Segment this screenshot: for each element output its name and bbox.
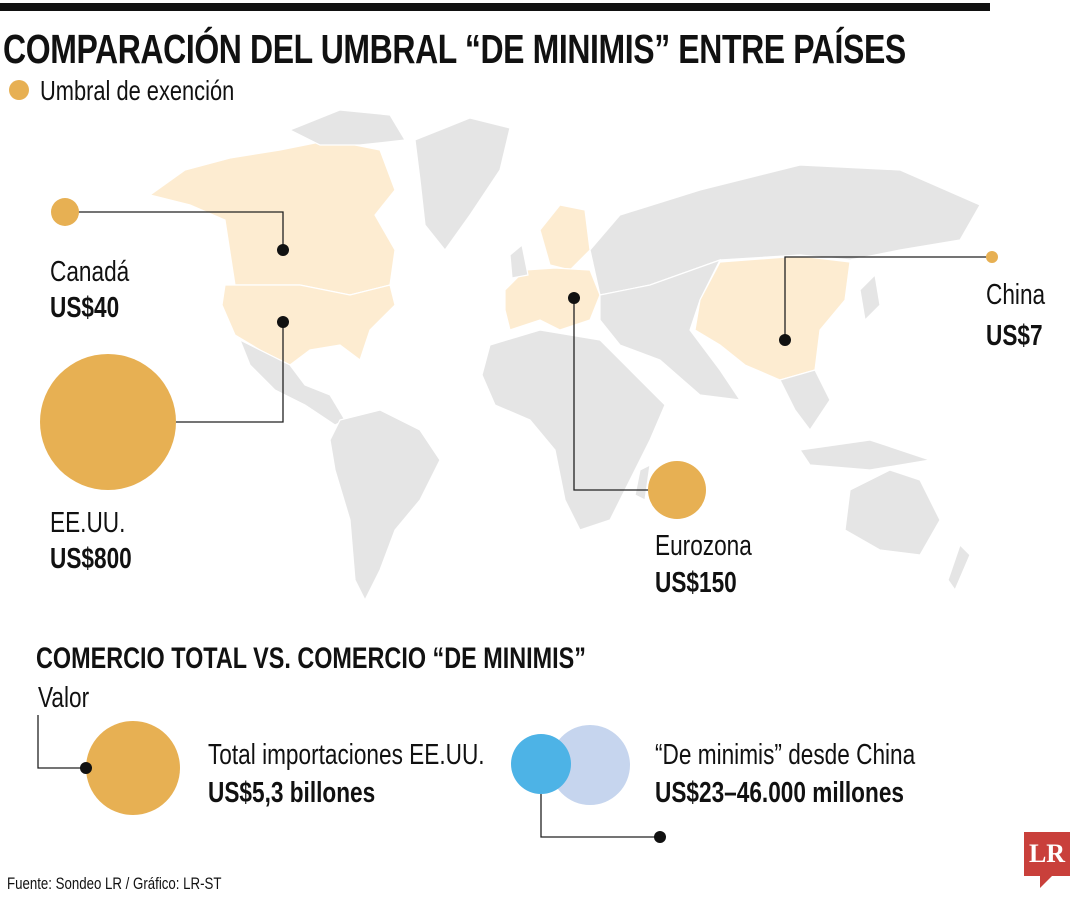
valor-leader (37, 715, 86, 769)
south-america (329, 409, 441, 602)
china-leader (784, 256, 986, 340)
china-label: China (986, 279, 1046, 311)
greenland (414, 117, 511, 251)
canada-marker (277, 244, 289, 256)
valor-marker (80, 762, 92, 774)
source-footer: Fuente: Sondeo LR / Gráfico: LR-ST (7, 874, 222, 893)
china-value: US$7 (986, 320, 1043, 352)
uk (509, 243, 529, 279)
canada (148, 139, 396, 296)
us-imports-label: Total importaciones EE.UU. (208, 739, 485, 771)
de-minimis-low-bubble (511, 734, 571, 794)
japan (859, 273, 881, 322)
lr-logo-tail (1040, 876, 1052, 888)
usa-label: EE.UU. (50, 507, 126, 539)
lr-logo: LR (1024, 832, 1070, 876)
canada-label: Canadá (50, 256, 130, 288)
de-minimis-label: “De minimis” desde China (655, 739, 916, 771)
china-bubble (986, 251, 998, 263)
arctic-islands (288, 109, 406, 146)
legend-label: Umbral de exención (40, 75, 235, 106)
de-minimis-high-bubble (550, 725, 630, 805)
new-zealand (947, 543, 971, 592)
de-minimis-value: US$23–46.000 millones (655, 777, 904, 809)
china-trade-leader (540, 794, 660, 838)
eurozone-marker (568, 292, 580, 304)
indonesia (798, 439, 931, 471)
usa (221, 284, 396, 366)
legend-swatch (9, 80, 29, 100)
usa-leader (176, 322, 284, 423)
canada-value: US$40 (50, 292, 120, 324)
madagascar (634, 463, 651, 501)
top-rule (0, 3, 990, 11)
usa-marker (277, 316, 289, 328)
valor-label: Valor (38, 682, 90, 714)
us-imports-bubble (86, 721, 180, 815)
eurozone-bubble (648, 461, 706, 519)
eurozone-label: Eurozona (655, 530, 752, 562)
eurozone-value: US$150 (655, 567, 737, 599)
scandinavia (539, 204, 591, 271)
usa-bubble (40, 354, 176, 490)
canada-bubble (51, 198, 79, 226)
canada-leader (78, 211, 284, 248)
comparison-title: COMERCIO TOTAL VS. COMERCIO “DE MINIMIS” (36, 642, 586, 675)
eurozone-leader (573, 298, 648, 491)
eurozone (504, 267, 601, 331)
australia (844, 469, 941, 556)
page-title: COMPARACIÓN DEL UMBRAL “DE MINIMIS” ENTR… (3, 26, 906, 72)
china-marker (779, 334, 791, 346)
usa-value: US$800 (50, 543, 132, 575)
middle-asia (599, 258, 742, 401)
se-asia (779, 369, 831, 432)
china-trade-marker (654, 831, 666, 843)
us-imports-value: US$5,3 billones (208, 777, 376, 809)
china (694, 255, 851, 381)
